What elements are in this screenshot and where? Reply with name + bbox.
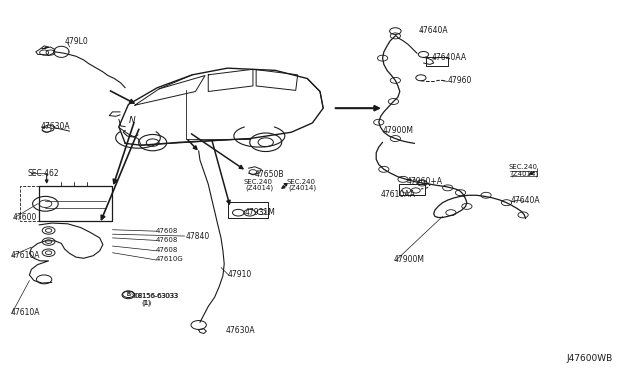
Text: 47840: 47840	[186, 231, 210, 241]
Text: 47600: 47600	[12, 213, 36, 222]
Text: 47610A: 47610A	[10, 308, 40, 317]
Text: SEC.240: SEC.240	[508, 164, 538, 170]
Text: 47608: 47608	[156, 228, 178, 234]
Text: (1): (1)	[141, 299, 150, 306]
Text: (Z4014): (Z4014)	[245, 185, 273, 192]
Text: (Z4014): (Z4014)	[289, 185, 317, 192]
Text: 47900M: 47900M	[383, 126, 413, 135]
Text: SEC.240: SEC.240	[287, 179, 316, 185]
Text: 47900M: 47900M	[394, 255, 424, 264]
Text: 47630A: 47630A	[41, 122, 70, 131]
Text: B: B	[127, 292, 130, 297]
Text: 47608: 47608	[156, 237, 178, 243]
Text: 47640A: 47640A	[510, 196, 540, 205]
Text: 479L0: 479L0	[65, 37, 88, 46]
Text: 08156-63033: 08156-63033	[135, 294, 179, 299]
Text: 47931M: 47931M	[244, 208, 275, 217]
Text: B: B	[126, 292, 131, 298]
Text: 47640AA: 47640AA	[432, 52, 467, 61]
Text: SEC.240: SEC.240	[243, 179, 273, 185]
Text: (Z4014): (Z4014)	[510, 171, 538, 177]
Text: 47960+A: 47960+A	[406, 177, 442, 186]
Text: 47640A: 47640A	[419, 26, 449, 35]
Text: SEC.462: SEC.462	[28, 169, 59, 177]
Text: °08156-63033: °08156-63033	[131, 294, 178, 299]
Text: N: N	[129, 116, 135, 125]
Text: 47910: 47910	[227, 270, 252, 279]
Text: 47960: 47960	[448, 76, 472, 85]
Text: 47610A: 47610A	[10, 251, 40, 260]
Text: J47600WB: J47600WB	[566, 354, 612, 363]
Text: 47610AA: 47610AA	[381, 190, 415, 199]
Text: (1): (1)	[143, 299, 152, 306]
Text: 47650B: 47650B	[255, 170, 284, 179]
Text: 47610G: 47610G	[156, 256, 183, 262]
Text: 47608: 47608	[156, 247, 178, 253]
Text: 47630A: 47630A	[225, 326, 255, 335]
